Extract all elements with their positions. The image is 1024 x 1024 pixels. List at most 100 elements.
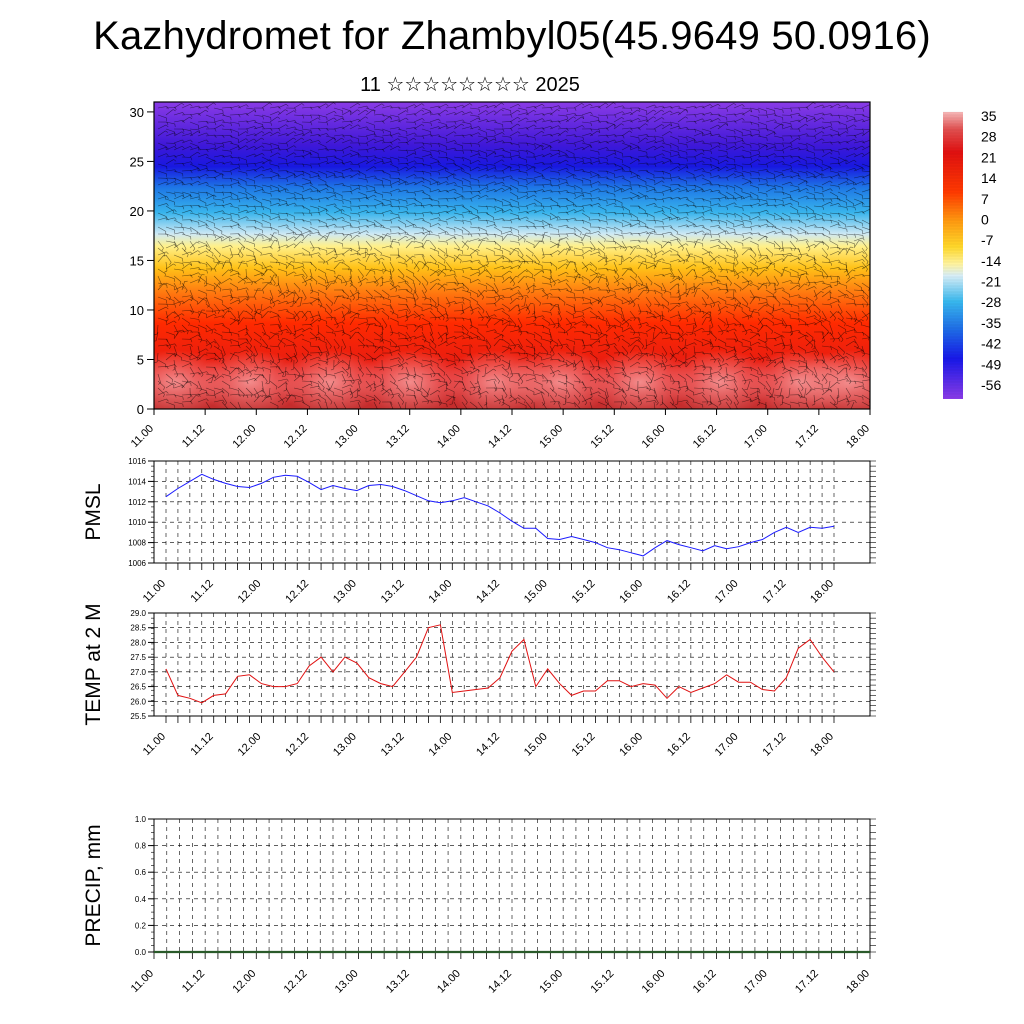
wind-barb-flag (798, 113, 801, 117)
wind-barb-flag (838, 115, 841, 119)
wind-barb-flag (638, 174, 641, 178)
wind-barb-flag (638, 146, 641, 150)
wind-barb-flag (797, 159, 801, 163)
wind-barb (749, 128, 759, 131)
wind-barb-flag (845, 159, 849, 162)
wind-barb (853, 113, 863, 116)
wind-barb (485, 152, 494, 158)
wind-barb (421, 128, 431, 132)
wind-barb (205, 102, 214, 109)
wind-barb (533, 113, 543, 116)
wind-barb (501, 166, 510, 172)
wind-barb (797, 106, 807, 109)
wind-barb (333, 107, 343, 111)
wind-barb-flag (702, 160, 705, 164)
wind-barb (221, 155, 231, 158)
wind-barb-flag (558, 105, 561, 109)
wind-barb (781, 125, 791, 130)
wind-barb (581, 142, 591, 146)
wind-barb (565, 112, 575, 116)
wind-barb (677, 184, 687, 189)
wind-barb (253, 131, 262, 137)
wind-barb (357, 177, 367, 180)
wind-barb-flag (486, 165, 488, 169)
wind-barb-flag (421, 180, 425, 184)
wind-barb-flag (477, 166, 481, 170)
wind-barb (749, 121, 759, 125)
wind-barb (557, 118, 567, 123)
wind-barb-flag (341, 117, 345, 121)
wind-barb-flag (790, 143, 793, 147)
wind-barb (269, 131, 279, 137)
wind-barb (773, 161, 783, 165)
wind-barb (613, 175, 623, 179)
wind-barb (549, 177, 559, 180)
wind-barb-flag (550, 112, 553, 116)
wind-barb-flag (630, 186, 632, 190)
wind-barb-flag (566, 154, 569, 158)
wind-barb (693, 160, 703, 165)
wind-barb (661, 149, 671, 153)
wind-barb-flag (197, 180, 201, 184)
wind-barb (397, 177, 407, 183)
wind-barb (461, 142, 471, 145)
wind-barb (429, 113, 439, 116)
wind-barb (485, 104, 495, 109)
wind-barb-flag (262, 116, 264, 120)
wind-barb (189, 142, 199, 147)
wind-barb (421, 142, 431, 145)
wind-barb-flag (318, 106, 321, 110)
wind-barb (341, 161, 351, 165)
wind-barb (661, 106, 671, 109)
wind-barb (709, 118, 719, 123)
wind-barb (285, 131, 295, 137)
wind-barb-flag (574, 128, 577, 132)
wind-barb (549, 139, 559, 144)
wind-barb-flag (302, 171, 305, 175)
wind-barb (253, 145, 263, 151)
wind-barb (213, 145, 223, 151)
wind-barb (597, 134, 607, 137)
wind-barb (205, 114, 215, 119)
wind-barb (365, 159, 374, 165)
wind-barb-flag (517, 131, 521, 134)
wind-barb-flag (422, 163, 425, 167)
wind-barb-flag (206, 132, 209, 136)
wind-barb (597, 121, 607, 123)
wind-barb-flag (589, 103, 593, 107)
wind-barb (805, 117, 815, 123)
wind-barb-flag (871, 172, 872, 175)
wind-barb-flag (798, 107, 801, 111)
wind-barb (669, 111, 679, 116)
wind-barb-flag (702, 132, 705, 136)
wind-barb (453, 156, 463, 159)
wind-barb-flag (782, 143, 784, 148)
wind-barb (317, 156, 327, 159)
wind-barb (589, 160, 599, 165)
wind-barb-flag (270, 177, 273, 181)
wind-barb (293, 133, 303, 137)
wind-barb-flag (172, 109, 176, 112)
wind-barb (549, 132, 559, 137)
wind-barb (565, 170, 575, 176)
wind-barb (405, 181, 415, 186)
wind-barb-flag (773, 131, 777, 135)
wind-barb (269, 116, 278, 123)
wind-barb-flag (182, 182, 185, 185)
wind-barb-flag (206, 153, 209, 157)
wind-barb (501, 135, 511, 138)
wind-barb (325, 184, 335, 190)
wind-barb (653, 145, 663, 151)
wind-barb (797, 170, 807, 174)
wind-barb-flag (350, 153, 353, 156)
wind-barb (773, 121, 783, 126)
wind-barb (589, 174, 599, 179)
wind-barb (469, 117, 479, 123)
wind-barb (389, 138, 399, 144)
wind-barb (525, 105, 535, 109)
wind-barb-flag (662, 176, 665, 180)
wind-barb (837, 105, 847, 109)
wind-barb-flag (221, 145, 225, 149)
wind-barb (229, 182, 239, 186)
wind-barb-flag (421, 124, 425, 127)
